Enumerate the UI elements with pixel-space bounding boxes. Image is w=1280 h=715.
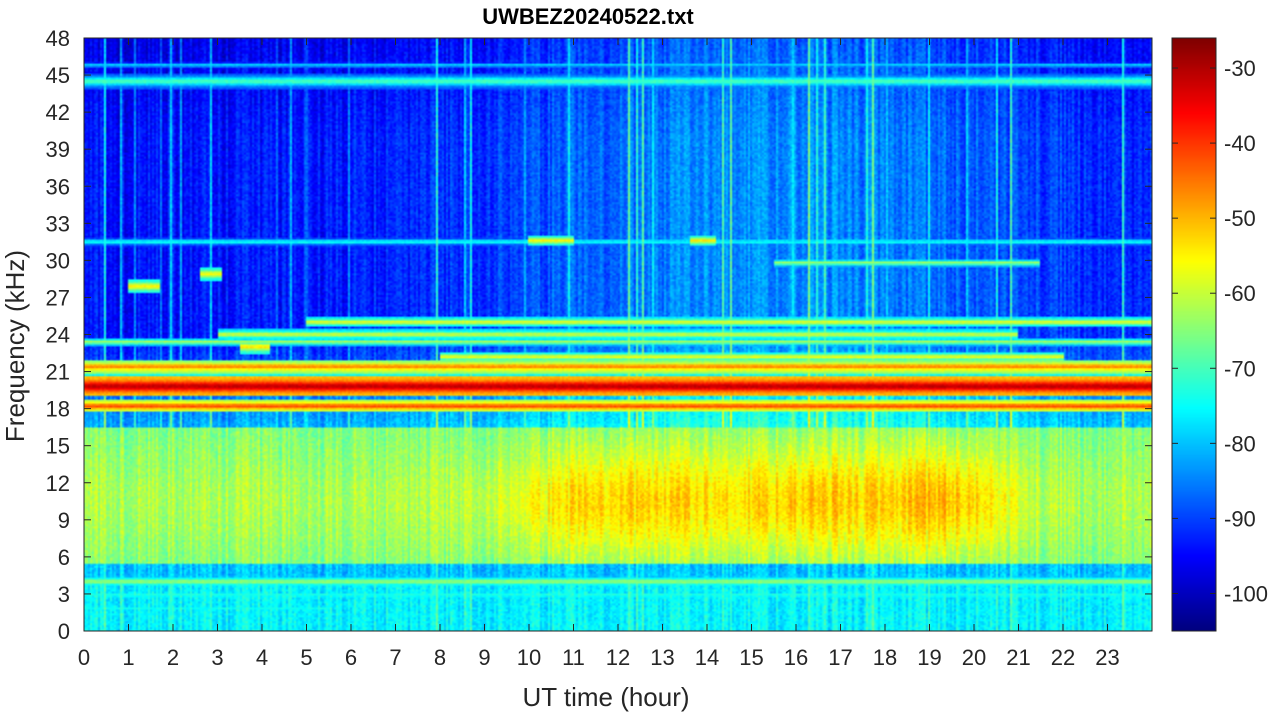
x-tick-label: 11: [562, 645, 585, 670]
y-tick-label: 27: [46, 285, 70, 310]
x-tick-label: 14: [695, 645, 719, 670]
x-tick-label: 0: [78, 645, 90, 670]
y-tick-label: 9: [58, 508, 70, 533]
y-tick-label: 15: [46, 434, 70, 459]
x-tick-label: 4: [256, 645, 268, 670]
x-tick-label: 18: [873, 645, 897, 670]
y-tick-label: 6: [58, 545, 70, 570]
y-tick-label: 48: [46, 26, 70, 51]
x-tick-label: 19: [917, 645, 941, 670]
colorbar-gradient: [1172, 38, 1216, 631]
colorbar-tick-label: -80: [1224, 431, 1256, 456]
x-tick-label: 12: [606, 645, 630, 670]
colorbar-tick-label: -50: [1224, 206, 1256, 231]
y-tick-label: 36: [46, 174, 70, 199]
x-tick-label: 7: [389, 645, 401, 670]
colorbar-tick-label: -60: [1224, 281, 1256, 306]
x-tick-label: 3: [211, 645, 223, 670]
x-axis: 0 1 2 3 4 5 6 7 8 9 10 11 12 13 14 15 16 17 18 19 20 21 22 23: [78, 38, 1120, 670]
x-tick-label: 13: [650, 645, 674, 670]
spectrogram-plot: 0 1 2 3 4 5 6 7 8 9 10 11 12 13 14 15 16 17 18 19 20 21 22 23 0…: [46, 26, 1153, 670]
y-tick-label: 12: [46, 471, 70, 496]
y-tick-label: 39: [46, 137, 70, 162]
x-tick-label: 6: [345, 645, 357, 670]
colorbar-tick-label: -100: [1224, 581, 1268, 606]
y-tick-label: 0: [58, 619, 70, 644]
colorbar: -100 -90 -80 -70 -60 -50 -40 -30: [1171, 37, 1268, 632]
x-tick-label: 16: [784, 645, 808, 670]
x-tick-label: 17: [828, 645, 852, 670]
x-tick-label: 21: [1006, 645, 1030, 670]
x-tick-label: 2: [167, 645, 179, 670]
y-axis-label: Frequency (kHz): [0, 250, 30, 442]
colorbar-tick-label: -90: [1224, 506, 1256, 531]
x-tick-label: 10: [517, 645, 541, 670]
y-tick-label: 30: [46, 248, 70, 273]
colorbar-tick-label: -70: [1224, 356, 1256, 381]
x-tick-label: 15: [739, 645, 763, 670]
y-tick-label: 18: [46, 397, 70, 422]
x-tick-label: 5: [300, 645, 312, 670]
y-tick-label: 24: [46, 323, 70, 348]
x-tick-label: 20: [962, 645, 986, 670]
x-tick-label: 22: [1051, 645, 1075, 670]
x-tick-label: 1: [122, 645, 134, 670]
colorbar-axis: -100 -90 -80 -70 -60 -50 -40 -30: [1172, 56, 1268, 606]
y-tick-label: 45: [46, 63, 70, 88]
x-axis-label: UT time (hour): [522, 682, 689, 712]
colorbar-tick-label: -40: [1224, 131, 1256, 156]
y-tick-label: 3: [58, 582, 70, 607]
x-tick-label: 23: [1095, 645, 1119, 670]
x-tick-label: 8: [434, 645, 446, 670]
y-tick-label: 33: [46, 211, 70, 236]
y-tick-label: 42: [46, 100, 70, 125]
x-tick-label: 9: [478, 645, 490, 670]
spectrogram-heatmap: [84, 38, 1152, 631]
colorbar-frame: [1171, 37, 1217, 632]
chart-title: UWBEZ20240522.txt: [482, 4, 694, 29]
y-tick-label: 21: [46, 360, 70, 385]
colorbar-tick-label: -30: [1224, 56, 1256, 81]
